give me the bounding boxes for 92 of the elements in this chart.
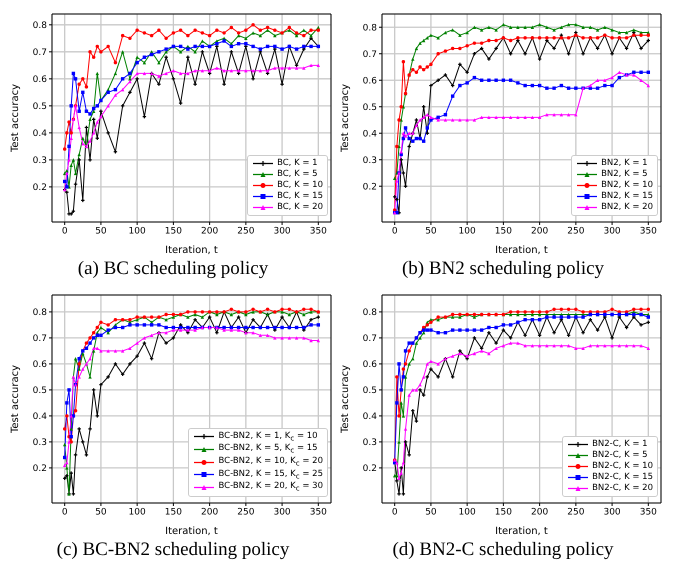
y-tick-label: 0.2: [362, 464, 377, 474]
legend-label: BC, K = 5: [277, 169, 318, 180]
x-tick-label: 50: [95, 507, 107, 518]
y-tick-label: 0.4: [32, 412, 48, 422]
legend-label: BC, K = 15: [277, 191, 323, 202]
x-tick-label: 150: [164, 507, 182, 518]
y-axis-title: Test accuracy: [340, 84, 351, 153]
legend-label: BN2-C, K = 15: [592, 472, 653, 483]
y-tick-label: 0.6: [362, 360, 378, 370]
legend-label: BC-BN2, K = 20, K$_{c}$ = 30: [218, 481, 323, 494]
x-tick-label: 150: [164, 226, 182, 236]
y-tick-label: 0.5: [362, 386, 377, 396]
x-tick-label: 350: [310, 226, 328, 236]
text: (c) BC-BN2 scheduling policy: [56, 539, 290, 562]
y-tick-label: 0.2: [32, 183, 47, 194]
x-tick-label: 350: [640, 226, 658, 236]
text: (d) BN2-C scheduling policy: [391, 539, 615, 562]
y-tick-label: 0.4: [362, 129, 378, 140]
y-tick-label: 0.4: [362, 412, 378, 422]
x-tick-label: 250: [237, 507, 255, 518]
y-tick-label: 0.7: [362, 50, 377, 60]
x-tick-label: 250: [567, 226, 585, 236]
y-tick-label: 0.4: [32, 129, 48, 140]
y-tick-label: 0.8: [362, 23, 378, 34]
x-tick-label: 100: [128, 507, 146, 518]
y-tick-label: 0.8: [32, 21, 48, 31]
x-axis-title: Iteration, t: [495, 245, 548, 256]
y-tick-label: 0.6: [362, 76, 378, 86]
legend-label: BN2-C, K = 5: [592, 450, 648, 461]
x-tick-label: 150: [494, 226, 512, 236]
x-tick-label: 200: [531, 226, 548, 236]
y-tick-label: 0.8: [32, 308, 48, 318]
y-axis-title: Test accuracy: [340, 364, 351, 434]
text: (a) BC scheduling policy: [76, 258, 270, 281]
x-tick-label: 300: [273, 226, 291, 236]
y-tick-label: 0.2: [32, 464, 47, 474]
legend-label: BC, K = 10: [277, 180, 323, 191]
x-tick-label: 50: [425, 226, 437, 236]
legend-label: BN2-C, K = 1: [592, 439, 648, 450]
y-tick-label: 0.5: [362, 102, 377, 113]
x-tick-label: 0: [62, 507, 68, 518]
x-tick-label: 100: [458, 507, 476, 518]
y-axis-title: Test accuracy: [10, 364, 21, 434]
x-tick-label: 300: [603, 507, 621, 518]
x-tick-label: 0: [62, 226, 68, 236]
x-tick-label: 200: [201, 226, 218, 236]
x-tick-label: 100: [128, 226, 146, 236]
legend-label: BN2, K = 10: [601, 180, 653, 191]
y-tick-label: 0.6: [32, 75, 48, 86]
x-tick-label: 0: [392, 507, 398, 518]
y-tick-label: 0.5: [32, 102, 47, 112]
legend-label: BN2-C, K = 20: [592, 483, 653, 494]
legend-label: BC-BN2, K = 10, K$_{c}$ = 20: [218, 456, 323, 469]
y-tick-label: 0.5: [32, 386, 47, 396]
x-tick-label: 100: [458, 226, 476, 236]
x-tick-label: 350: [310, 507, 328, 518]
legend-label: BN2, K = 1: [601, 158, 648, 169]
y-tick-label: 0.8: [362, 308, 378, 318]
x-axis-title: Iteration, t: [165, 245, 218, 256]
x-tick-label: 50: [425, 507, 437, 518]
y-tick-label: 0.6: [32, 360, 48, 370]
legend-label: BC, K = 1: [277, 158, 318, 169]
legend-label: BC, K = 20: [277, 202, 323, 213]
y-tick-label: 0.7: [32, 48, 47, 58]
x-tick-label: 0: [392, 226, 398, 236]
x-tick-label: 250: [237, 226, 255, 236]
x-tick-label: 150: [494, 507, 512, 518]
legend-label: BN2-C, K = 10: [592, 461, 653, 472]
y-tick-label: 0.3: [32, 438, 47, 448]
x-tick-label: 250: [567, 507, 585, 518]
x-tick-label: 300: [603, 226, 621, 236]
legend-label: BC-BN2, K = 5, K$_{c}$ = 15: [218, 443, 318, 456]
legend-label: BN2, K = 15: [601, 191, 653, 202]
x-tick-label: 50: [95, 226, 107, 236]
y-tick-label: 0.3: [362, 156, 377, 166]
x-axis-title: Iteration, t: [495, 526, 548, 537]
x-tick-label: 350: [640, 507, 658, 518]
legend-label: BC-BN2, K = 1, K$_{c}$ = 10: [218, 430, 318, 444]
legend-label: BN2, K = 5: [601, 169, 648, 180]
x-tick-label: 200: [201, 507, 218, 518]
y-tick-label: 0.7: [32, 334, 47, 344]
y-tick-label: 0.3: [32, 156, 47, 166]
legend-label: BN2, K = 20: [601, 202, 653, 213]
y-tick-label: 0.7: [362, 334, 377, 344]
x-tick-label: 300: [273, 507, 291, 518]
y-tick-label: 0.2: [362, 182, 377, 192]
x-axis-title: Iteration, t: [165, 526, 218, 537]
y-tick-label: 0.3: [362, 438, 377, 448]
x-tick-label: 200: [531, 507, 548, 518]
y-axis-title: Test accuracy: [10, 84, 21, 153]
legend-label: BC-BN2, K = 15, K$_{c}$ = 25: [218, 468, 323, 482]
text: (b) BN2 scheduling policy: [400, 258, 606, 281]
